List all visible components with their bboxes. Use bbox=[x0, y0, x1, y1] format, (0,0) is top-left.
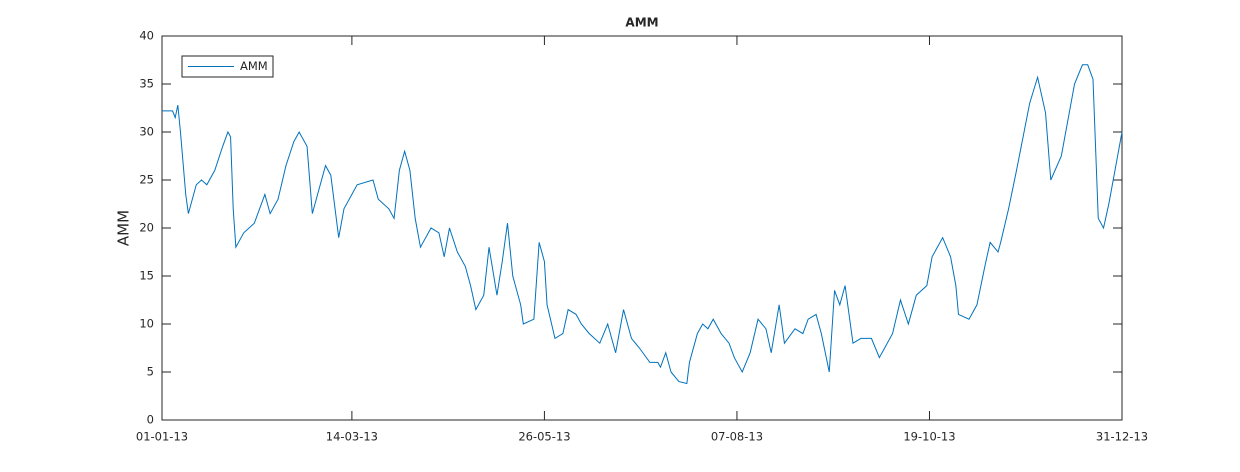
chart-title: AMM bbox=[625, 16, 658, 30]
y-tick-label: 25 bbox=[139, 173, 154, 187]
y-axis-label: AMM bbox=[115, 210, 133, 246]
x-tick-label: 14-03-13 bbox=[326, 430, 378, 444]
x-tick-label: 01-01-13 bbox=[136, 430, 188, 444]
y-tick-label: 30 bbox=[139, 125, 154, 139]
x-tick-label: 19-10-13 bbox=[903, 430, 955, 444]
legend-label: AMM bbox=[240, 59, 268, 73]
x-tick-label: 07-08-13 bbox=[711, 430, 763, 444]
axes-box bbox=[161, 35, 1123, 421]
y-tick-label: 0 bbox=[147, 413, 154, 427]
y-tick-label: 5 bbox=[147, 365, 154, 379]
data-line bbox=[162, 64, 1123, 385]
y-tick-label: 35 bbox=[139, 77, 154, 91]
y-tick-label: 15 bbox=[139, 269, 154, 283]
y-tick-label: 20 bbox=[139, 221, 154, 235]
y-tick-label: 40 bbox=[139, 29, 154, 43]
x-tick-label: 31-12-13 bbox=[1096, 430, 1148, 444]
y-tick-label: 10 bbox=[139, 317, 154, 331]
x-tick-label: 26-05-13 bbox=[518, 430, 570, 444]
